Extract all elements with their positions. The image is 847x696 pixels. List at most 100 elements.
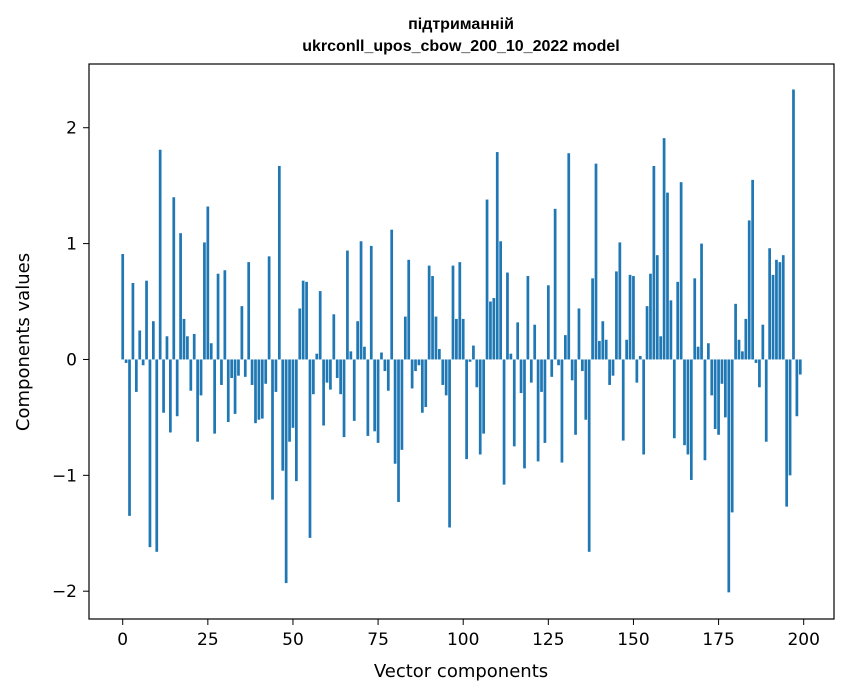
bar-194 [781, 255, 785, 360]
bar-164 [679, 182, 683, 360]
bar-197 [792, 89, 795, 360]
bar-185 [751, 179, 754, 360]
bar-90 [427, 265, 431, 360]
bar-5 [138, 330, 142, 360]
bar-65 [342, 359, 346, 438]
bar-92 [434, 316, 438, 360]
bar-188 [761, 324, 765, 360]
bar-135 [581, 359, 584, 372]
bar-136 [584, 359, 588, 420]
bar-153 [642, 359, 646, 455]
bar-181 [737, 339, 741, 360]
bar-138 [591, 278, 594, 360]
bar-180 [734, 303, 737, 360]
bar-47 [281, 359, 285, 471]
bar-66 [346, 250, 349, 360]
x-tick-label: 0 [117, 630, 128, 650]
bar-121 [533, 324, 537, 360]
bar-69 [356, 321, 360, 360]
bar-76 [380, 352, 383, 360]
bar-113 [506, 272, 509, 360]
bar-187 [758, 359, 761, 388]
x-tick-label: 75 [367, 630, 389, 650]
bar-144 [611, 359, 615, 376]
bar-96 [448, 359, 451, 528]
bar-98 [455, 318, 458, 360]
bar-95 [444, 359, 448, 396]
bar-118 [523, 359, 526, 469]
bar-149 [628, 274, 632, 360]
bar-83 [403, 316, 407, 360]
bar-78 [386, 359, 390, 391]
bar-169 [696, 346, 700, 360]
bar-54 [305, 281, 308, 360]
bar-124 [543, 359, 547, 443]
bar-23 [199, 359, 203, 396]
bar-48 [284, 359, 288, 584]
bar-14 [169, 359, 172, 433]
x-axis-ticks: 0 25 50 75 100 125 150 175 200 [117, 619, 820, 650]
bar-134 [577, 308, 581, 360]
bar-176 [720, 359, 724, 384]
bar-100 [461, 318, 465, 360]
bar-61 [329, 359, 332, 390]
bar-31 [226, 359, 230, 423]
bar-50 [291, 359, 295, 428]
bar-82 [400, 359, 404, 450]
bar-190 [768, 248, 771, 360]
bar-112 [502, 359, 506, 485]
bar-75 [376, 359, 380, 443]
bar-86 [414, 359, 417, 372]
bar-21 [192, 333, 196, 360]
bar-26 [209, 343, 213, 360]
bar-27 [213, 359, 216, 434]
bar-102 [468, 359, 472, 362]
bar-72 [366, 359, 370, 436]
bar-19 [186, 336, 189, 360]
y-tick-label: −2 [52, 582, 77, 602]
bar-35 [240, 306, 244, 360]
bar-40 [257, 359, 261, 420]
bar-53 [301, 280, 305, 360]
bar-155 [649, 273, 652, 360]
y-tick-label: 0 [66, 350, 77, 370]
bar-20 [189, 359, 193, 391]
bar-9 [151, 321, 155, 360]
bar-38 [250, 359, 254, 385]
bar-148 [625, 339, 628, 360]
bar-74 [373, 359, 377, 432]
bar-52 [298, 308, 302, 360]
bar-43 [267, 256, 271, 360]
bar-131 [567, 153, 571, 360]
bar-105 [478, 359, 482, 455]
bar-1 [124, 359, 128, 363]
bar-57 [315, 353, 319, 360]
bar-108 [489, 301, 492, 360]
bar-24 [203, 242, 206, 360]
bar-7 [145, 280, 148, 360]
bar-126 [550, 359, 554, 377]
bar-127 [553, 208, 557, 360]
bar-11 [158, 149, 162, 360]
bar-94 [441, 359, 445, 385]
bar-168 [693, 278, 697, 360]
bar-45 [274, 359, 278, 392]
bar-33 [233, 359, 237, 414]
bar-116 [516, 322, 520, 360]
bar-132 [570, 359, 574, 381]
bar-161 [669, 300, 673, 360]
bar-191 [771, 274, 775, 360]
bar-119 [526, 276, 530, 360]
bar-81 [397, 359, 400, 502]
bar-41 [260, 359, 264, 419]
bar-0 [121, 254, 125, 360]
bar-70 [359, 241, 363, 360]
bar-89 [424, 359, 428, 407]
bar-199 [798, 359, 802, 375]
bar-160 [666, 192, 669, 360]
bar-154 [645, 306, 649, 360]
bar-175 [717, 359, 720, 435]
bar-165 [683, 359, 686, 446]
